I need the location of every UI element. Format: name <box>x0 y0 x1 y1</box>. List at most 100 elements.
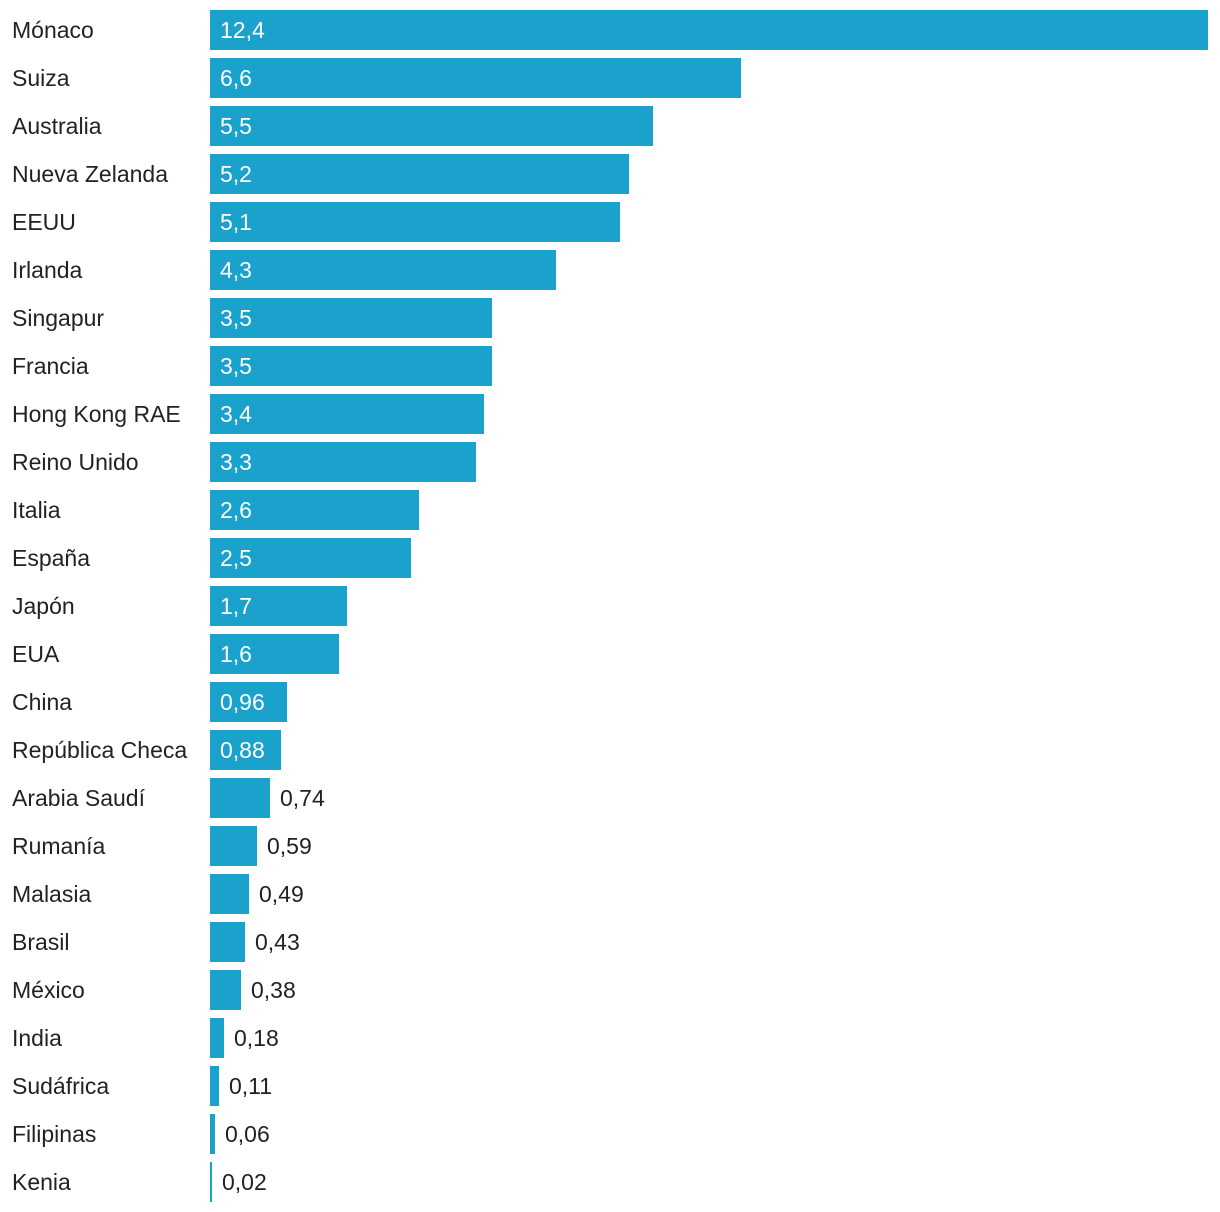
value-label: 5,5 <box>220 113 252 139</box>
category-label: Mónaco <box>12 17 94 43</box>
bar-row: India 0,18 <box>0 1018 1220 1058</box>
value-label: 0,11 <box>229 1073 273 1099</box>
bar-row: Filipinas 0,06 <box>0 1114 1220 1154</box>
value-label: 0,59 <box>267 833 312 859</box>
bar-row: China 0,96 <box>0 682 1220 722</box>
category-label: Australia <box>12 113 102 139</box>
value-label: 0,18 <box>234 1025 279 1051</box>
bar-row: Hong Kong RAE 3,4 <box>0 394 1220 434</box>
bar-row: Kenia 0,02 <box>0 1162 1220 1202</box>
category-label: Italia <box>12 497 61 523</box>
value-label: 2,5 <box>220 545 252 571</box>
value-label: 3,4 <box>220 401 252 427</box>
value-label: 1,7 <box>220 593 252 619</box>
value-label: 6,6 <box>220 65 252 91</box>
bar-row: España 2,5 <box>0 538 1220 578</box>
bar <box>210 1114 215 1154</box>
bar <box>210 538 411 578</box>
category-label: EUA <box>12 641 60 667</box>
value-label: 1,6 <box>220 641 252 667</box>
bar <box>210 106 653 146</box>
category-label: Nueva Zelanda <box>12 161 168 187</box>
category-label: Suiza <box>12 65 70 91</box>
bar <box>210 202 620 242</box>
value-label: 3,3 <box>220 449 252 475</box>
bar <box>210 1066 219 1106</box>
bar <box>210 298 492 338</box>
bar-row: Mónaco 12,4 <box>0 10 1220 50</box>
bar <box>210 730 281 770</box>
bar <box>210 1162 212 1202</box>
category-label: Irlanda <box>12 257 83 283</box>
bar-row: Nueva Zelanda 5,2 <box>0 154 1220 194</box>
value-label: 0,49 <box>259 881 304 907</box>
bar <box>210 922 245 962</box>
category-label: India <box>12 1025 62 1051</box>
value-label: 5,2 <box>220 161 252 187</box>
bar <box>210 10 1208 50</box>
value-label: 3,5 <box>220 353 252 379</box>
category-label: República Checa <box>12 737 188 763</box>
bar <box>210 778 270 818</box>
category-label: Sudáfrica <box>12 1073 110 1099</box>
category-label: Brasil <box>12 929 70 955</box>
bar-row: Australia 5,5 <box>0 106 1220 146</box>
category-label: Kenia <box>12 1169 71 1195</box>
bar-row: Rumanía 0,59 <box>0 826 1220 866</box>
bar-row: Brasil 0,43 <box>0 922 1220 962</box>
bar-row: Malasia 0,49 <box>0 874 1220 914</box>
value-label: 5,1 <box>220 209 252 235</box>
bar <box>210 250 556 290</box>
category-label: España <box>12 545 91 571</box>
bar-row: Japón 1,7 <box>0 586 1220 626</box>
category-label: EEUU <box>12 209 76 235</box>
bar-row: Irlanda 4,3 <box>0 250 1220 290</box>
bar-row: Arabia Saudí 0,74 <box>0 778 1220 818</box>
category-label: Reino Unido <box>12 449 139 475</box>
category-label: China <box>12 689 73 715</box>
bar-row: EUA 1,6 <box>0 634 1220 674</box>
bar-row: República Checa 0,88 <box>0 730 1220 770</box>
category-label: Rumanía <box>12 833 106 859</box>
bar <box>210 154 629 194</box>
bar <box>210 826 257 866</box>
bar-row: EEUU 5,1 <box>0 202 1220 242</box>
value-label: 0,38 <box>251 977 296 1003</box>
value-label: 0,96 <box>220 689 265 715</box>
value-label: 12,4 <box>220 17 265 43</box>
category-label: Francia <box>12 353 89 379</box>
bar <box>210 490 419 530</box>
value-label: 0,88 <box>220 737 265 763</box>
category-label: Malasia <box>12 881 92 907</box>
value-label: 4,3 <box>220 257 252 283</box>
bar <box>210 58 741 98</box>
bar-row: Suiza 6,6 <box>0 58 1220 98</box>
value-label: 0,06 <box>225 1121 270 1147</box>
bar <box>210 970 241 1010</box>
bar <box>210 394 484 434</box>
bar-row: Reino Unido 3,3 <box>0 442 1220 482</box>
bar <box>210 682 287 722</box>
bar-row: Italia 2,6 <box>0 490 1220 530</box>
bar-row: Francia 3,5 <box>0 346 1220 386</box>
bar-row: México 0,38 <box>0 970 1220 1010</box>
bar-row: Singapur 3,5 <box>0 298 1220 338</box>
value-label: 2,6 <box>220 497 252 523</box>
bar <box>210 874 249 914</box>
bar <box>210 346 492 386</box>
category-label: Hong Kong RAE <box>12 401 181 427</box>
bar <box>210 634 339 674</box>
bar-row: Sudáfrica 0,11 <box>0 1066 1220 1106</box>
category-label: Arabia Saudí <box>12 785 145 811</box>
value-label: 0,43 <box>255 929 300 955</box>
bar <box>210 1018 224 1058</box>
category-label: Japón <box>12 593 75 619</box>
category-label: México <box>12 977 85 1003</box>
category-label: Filipinas <box>12 1121 97 1147</box>
value-label: 0,02 <box>222 1169 267 1195</box>
category-label: Singapur <box>12 305 105 331</box>
value-label: 0,74 <box>280 785 325 811</box>
bar <box>210 442 476 482</box>
bar <box>210 586 347 626</box>
